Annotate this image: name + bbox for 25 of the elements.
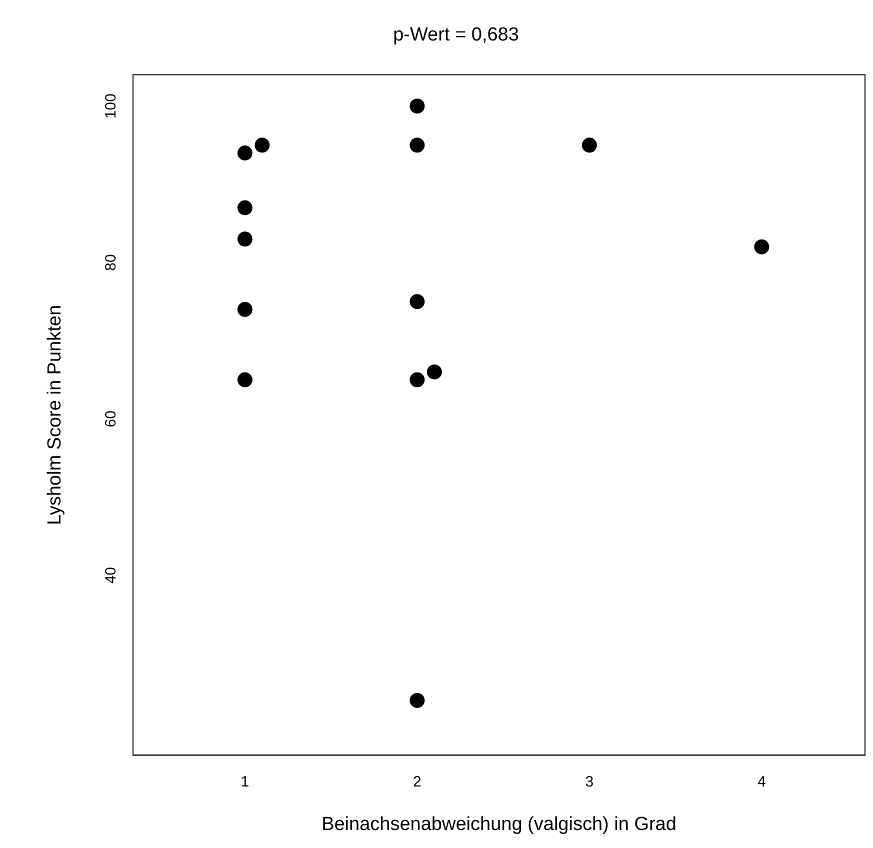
point xyxy=(426,364,442,380)
point xyxy=(410,692,425,708)
point xyxy=(237,146,252,161)
point xyxy=(237,372,252,388)
y-tick-label: 80 xyxy=(102,254,120,271)
point xyxy=(410,294,425,310)
x-tick-label: 4 xyxy=(757,773,766,790)
y-tick-label: 60 xyxy=(102,410,120,428)
x-axis-title: Beinachsenabweichung (valgisch) in Grad xyxy=(322,814,676,835)
point xyxy=(237,302,252,317)
y-axis-title: Lysholm Score in Punkten xyxy=(44,304,66,526)
point xyxy=(410,138,425,153)
y-tick-label: 100 xyxy=(102,94,120,119)
point xyxy=(254,138,270,153)
point xyxy=(410,98,425,114)
point xyxy=(410,372,425,388)
point xyxy=(754,239,770,254)
x-tick-label: 3 xyxy=(585,773,594,790)
y-tick-label: 40 xyxy=(102,566,120,584)
chart-title: p-Wert = 0,683 xyxy=(393,24,519,46)
x-tick-label: 2 xyxy=(413,773,422,790)
point xyxy=(582,138,597,153)
point xyxy=(237,200,252,216)
point xyxy=(237,232,252,247)
x-tick-label: 1 xyxy=(240,773,250,790)
